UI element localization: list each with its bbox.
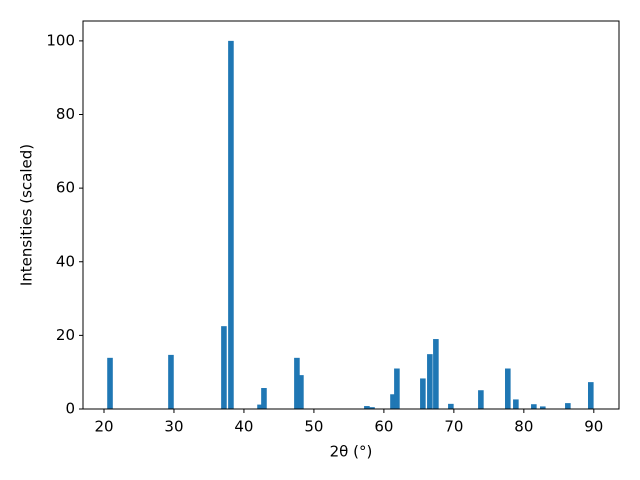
bar <box>107 357 113 409</box>
bar <box>221 326 227 409</box>
bar <box>298 375 304 409</box>
x-tick-label: 40 <box>234 418 253 436</box>
y-tick-label: 0 <box>65 400 75 418</box>
y-tick-label: 60 <box>56 179 75 197</box>
bar <box>228 40 234 409</box>
y-tick-label: 40 <box>56 252 75 270</box>
bar <box>448 403 454 409</box>
y-tick-label: 20 <box>56 326 75 344</box>
bar <box>539 406 546 409</box>
x-tick-label: 70 <box>444 418 463 436</box>
bar <box>294 357 300 409</box>
plot-frame <box>82 20 620 410</box>
bar <box>505 368 511 409</box>
bar <box>390 394 396 409</box>
bar <box>588 382 594 409</box>
y-axis-label: Intensities (scaled) <box>18 144 36 286</box>
bar <box>257 404 263 409</box>
x-tick-label: 80 <box>514 418 533 436</box>
bar <box>513 399 519 409</box>
bar <box>565 403 571 409</box>
y-tick-label: 80 <box>56 105 75 123</box>
x-tick-label: 20 <box>94 418 113 436</box>
x-axis-label: 2θ (°) <box>330 443 373 461</box>
bar <box>364 406 370 409</box>
x-tick-label: 60 <box>374 418 393 436</box>
bar <box>168 354 174 409</box>
bar <box>433 339 439 409</box>
bar <box>394 368 400 409</box>
bar <box>531 404 537 409</box>
x-tick-label: 50 <box>304 418 323 436</box>
x-tick-label: 30 <box>164 418 183 436</box>
bar <box>261 388 267 409</box>
y-tick-label: 100 <box>46 31 75 49</box>
bar <box>369 407 375 409</box>
bar <box>478 390 484 409</box>
bar <box>427 354 433 409</box>
x-tick-label: 90 <box>584 418 603 436</box>
bar <box>420 378 426 409</box>
